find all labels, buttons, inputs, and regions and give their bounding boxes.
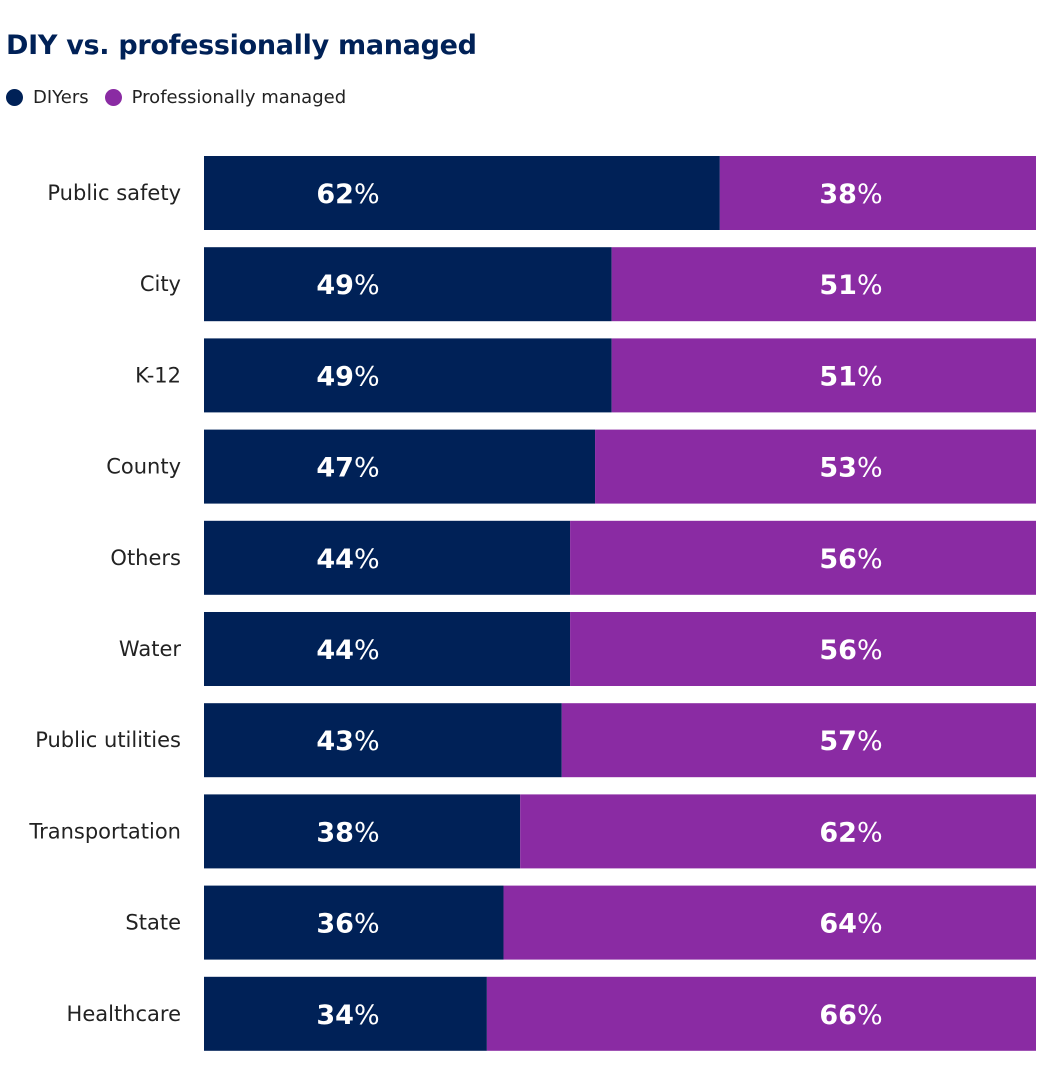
category-label: State xyxy=(125,911,181,935)
data-label: 62% xyxy=(316,179,379,210)
bar-segment-professionally-managed xyxy=(520,794,1036,869)
data-label: 53% xyxy=(819,453,882,484)
chart-title: DIY vs. professionally managed xyxy=(6,30,477,61)
legend-swatch-professionally-managed xyxy=(104,89,122,106)
bar-segment-professionally-managed xyxy=(611,247,1036,322)
category-label: Water xyxy=(119,637,181,661)
bar-segment-diyers xyxy=(204,976,487,1051)
bar-segment-professionally-managed xyxy=(486,976,1036,1051)
category-label: Public safety xyxy=(47,181,181,205)
bar-segment-diyers xyxy=(204,885,504,960)
category-label: City xyxy=(140,272,181,296)
data-label: 43% xyxy=(316,726,379,757)
bar-segment-diyers xyxy=(204,520,571,595)
category-label: Others xyxy=(110,546,181,570)
data-label: 38% xyxy=(819,179,882,210)
data-label: 51% xyxy=(819,270,882,301)
bar-segment-diyers xyxy=(204,156,720,230)
data-label: 64% xyxy=(819,909,882,940)
bar-segment-professionally-managed xyxy=(503,885,1036,960)
data-label: 44% xyxy=(316,544,379,575)
category-label: K-12 xyxy=(135,363,181,387)
bar-segment-professionally-managed xyxy=(719,156,1036,230)
legend: DIYers Professionally managed xyxy=(6,87,362,108)
data-label: 47% xyxy=(316,453,379,484)
bar-segment-diyers xyxy=(204,247,612,322)
data-label: 57% xyxy=(819,726,882,757)
data-label: 44% xyxy=(316,635,379,666)
legend-item-professionally-managed: Professionally managed xyxy=(104,87,347,108)
data-label: 62% xyxy=(819,817,882,848)
category-label: Healthcare xyxy=(67,1002,181,1026)
bar-segment-diyers xyxy=(204,703,562,778)
bar-segment-professionally-managed xyxy=(561,703,1036,778)
data-label: 49% xyxy=(316,270,379,301)
data-label: 51% xyxy=(819,361,882,392)
category-label: Transportation xyxy=(28,819,181,843)
bar-segment-professionally-managed xyxy=(570,520,1036,595)
bar-segment-diyers xyxy=(204,429,596,504)
legend-item-diyers: DIYers xyxy=(6,87,89,108)
bar-segment-diyers xyxy=(204,338,612,413)
category-label: Public utilities xyxy=(35,728,181,752)
bar-segment-professionally-managed xyxy=(570,612,1036,686)
data-label: 49% xyxy=(316,361,379,392)
legend-label-professionally-managed: Professionally managed xyxy=(131,87,347,108)
data-label: 56% xyxy=(819,544,882,575)
legend-swatch-diyers xyxy=(6,89,23,106)
category-label: County xyxy=(106,455,181,479)
bar-segment-professionally-managed xyxy=(595,429,1036,504)
data-label: 66% xyxy=(819,1000,882,1031)
legend-label-diyers: DIYers xyxy=(33,87,89,108)
bar-segment-professionally-managed xyxy=(611,338,1036,413)
bar-segment-diyers xyxy=(204,612,571,686)
data-label: 36% xyxy=(316,909,379,940)
data-label: 38% xyxy=(316,817,379,848)
data-label: 34% xyxy=(316,1000,379,1031)
bar-segment-diyers xyxy=(204,794,521,869)
data-label: 56% xyxy=(819,635,882,666)
